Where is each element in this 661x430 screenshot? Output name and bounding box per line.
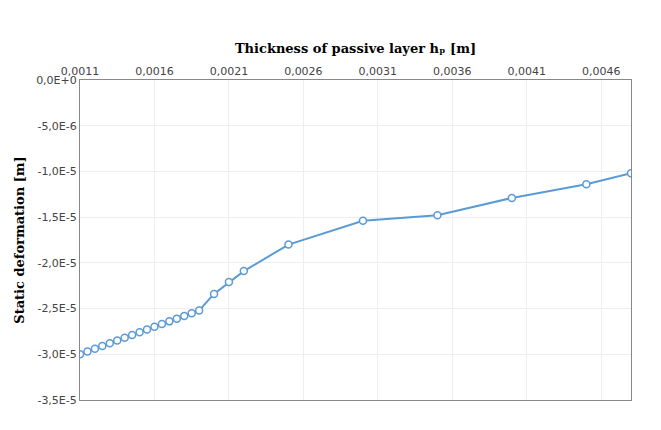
svg-text:-5,0E-6: -5,0E-6: [37, 120, 76, 133]
svg-text:0,0031: 0,0031: [359, 65, 398, 78]
svg-text:0,0026: 0,0026: [284, 65, 323, 78]
svg-text:0,0E+0: 0,0E+0: [36, 74, 77, 87]
svg-text:0,0016: 0,0016: [135, 65, 174, 78]
svg-text:0,0046: 0,0046: [582, 65, 621, 78]
svg-text:-1,5E-5: -1,5E-5: [37, 211, 76, 224]
svg-text:-3,5E-5: -3,5E-5: [37, 394, 76, 407]
svg-text:0,0036: 0,0036: [433, 65, 472, 78]
svg-text:-3,0E-5: -3,0E-5: [37, 348, 76, 361]
svg-text:Static deformation [m]: Static deformation [m]: [12, 156, 27, 324]
svg-text:0,0041: 0,0041: [508, 65, 547, 78]
svg-text:-1,0E-5: -1,0E-5: [37, 165, 76, 178]
svg-text:-2,5E-5: -2,5E-5: [37, 302, 76, 315]
svg-text:-2,0E-5: -2,0E-5: [37, 257, 76, 270]
svg-text:0,0011: 0,0011: [61, 65, 100, 78]
svg-text:Thickness of passive layer hₚ: Thickness of passive layer hₚ [m]: [235, 41, 476, 56]
svg-text:0,0021: 0,0021: [210, 65, 249, 78]
